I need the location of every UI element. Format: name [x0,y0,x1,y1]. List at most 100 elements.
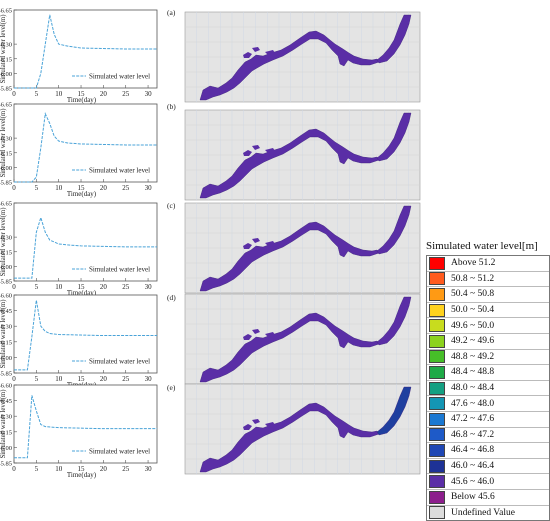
x-tick-label: 25 [122,90,130,98]
x-tick-label: 5 [35,375,39,383]
plot-frame [13,294,158,374]
legend-swatch [429,428,445,442]
y-tick-label: 45.85 [0,461,12,468]
x-tick-label: 5 [35,184,39,192]
x-tick-label: 0 [12,184,16,192]
x-tick-label: 30 [145,90,153,98]
legend-item: 48.0 ~ 48.4 [427,381,549,397]
x-tick-label: 15 [78,465,86,473]
x-axis-label: Time(day) [67,96,97,104]
panel-label: (e) [167,383,176,392]
y-axis-label: Simulated water level(m) [0,108,7,177]
legend-label: Above 51.2 [451,258,496,269]
line-panel-1: 45.85 46.00 46.15 46.30 46.65 0 5 10 15 20 25 30 Tim… [0,102,176,199]
river-island [243,243,252,249]
x-tick-label: 20 [100,90,108,98]
river-island [265,241,275,246]
y-tick-label: 46.45 [0,308,12,315]
legend-item: 50.8 ~ 51.2 [427,272,549,288]
x-tick-label: 5 [35,283,39,291]
legend-swatch [429,506,445,520]
y-tick-label: 46.30 [0,235,12,242]
legend-label: 46.8 ~ 47.2 [451,429,495,440]
river-island [243,150,252,156]
legend-swatch [429,397,445,411]
panel-label: (a) [167,8,176,17]
legend-title: Simulated water level[m] [426,240,538,252]
y-tick-label: 46.15 [0,56,12,63]
panel-label: (d) [167,293,176,302]
legend-item: 46.4 ~ 46.8 [427,443,549,459]
y-tick-label: 46.00 [0,264,12,271]
map-panel-0 [184,11,421,103]
legend-item: 47.6 ~ 48.0 [427,396,549,412]
legend-label: 49.2 ~ 49.6 [451,336,495,347]
x-tick-label: 30 [145,465,153,473]
legend-swatch [429,272,445,286]
river-island [252,47,260,52]
figure: 45.8546.0046.1546.3046.65051015202530Tim… [0,8,421,479]
legend-item: 48.4 ~ 48.8 [427,365,549,381]
x-tick-label: 15 [78,90,86,98]
y-tick-label: 46.65 [0,102,12,109]
y-tick-label: 46.00 [0,165,12,172]
legend-swatch [429,319,445,333]
legend-item: 50.4 ~ 50.8 [427,287,549,303]
x-tick-label: 20 [100,184,108,192]
x-tick-label: 30 [145,283,153,291]
x-axis-label: Time(day) [67,289,97,297]
river-island [252,329,260,334]
y-tick-label: 45.85 [0,371,12,378]
river-channel-upstream [376,112,412,162]
legend-label: 47.6 ~ 48.0 [451,398,495,409]
map-panel-1 [184,109,421,201]
y-tick-label: 46.15 [0,249,12,256]
panel-label: (c) [167,201,176,210]
y-tick-label: 45.85 [0,180,12,187]
line-panel-2: 45.85 46.00 46.15 46.30 46.65 0 5 10 15 20 25 30 Tim… [0,201,176,298]
y-tick-label: 46.00 [0,445,12,452]
series-legend-label: Simulated water level [89,266,150,274]
map-panel-3 [184,293,421,385]
y-tick-label: 45.85 [0,86,12,93]
x-tick-label: 0 [12,283,16,291]
legend-item: 46.8 ~ 47.2 [427,428,549,444]
y-tick-label: 46.30 [0,324,12,331]
river-island [243,424,252,430]
x-tick-label: 0 [12,375,16,383]
legend-item: 49.6 ~ 50.0 [427,318,549,334]
map-panel-4 [184,383,421,475]
river-island [265,50,275,55]
river-island [243,52,252,58]
x-tick-label: 0 [12,90,16,98]
y-tick-label: 46.00 [0,71,12,78]
y-tick-label: 46.65 [0,8,12,15]
x-tick-label: 15 [78,184,86,192]
legend-label: 48.4 ~ 48.8 [451,367,495,378]
line-panel-3: 45.8546.0046.1546.3046.4546.600510152025… [0,293,176,390]
series-line [14,111,157,183]
x-axis-label: Time(day) [67,190,97,198]
legend-swatch [429,381,445,395]
y-tick-label: 46.30 [0,136,12,143]
river-island [252,238,260,243]
legend-swatch [429,412,445,426]
legend-swatch [429,490,445,504]
plot-frame [13,202,158,282]
plot-frame [13,384,158,464]
x-tick-label: 25 [122,375,130,383]
x-tick-label: 10 [55,375,63,383]
legend-label: 46.0 ~ 46.4 [451,461,495,472]
x-tick-label: 5 [35,90,39,98]
legend: Above 51.2 50.8 ~ 51.2 50.4 ~ 50.8 50.0 ~ 5… [426,255,550,521]
legend-label: 50.0 ~ 50.4 [451,305,495,316]
legend-label: 47.2 ~ 47.6 [451,414,495,425]
x-tick-label: 10 [55,90,63,98]
legend-swatch [429,443,445,457]
x-tick-label: 0 [12,465,16,473]
legend-swatch [429,287,445,301]
legend-label: Below 45.6 [451,492,495,503]
x-tick-label: 10 [55,283,63,291]
legend-label: 46.4 ~ 46.8 [451,445,495,456]
x-tick-label: 20 [100,465,108,473]
